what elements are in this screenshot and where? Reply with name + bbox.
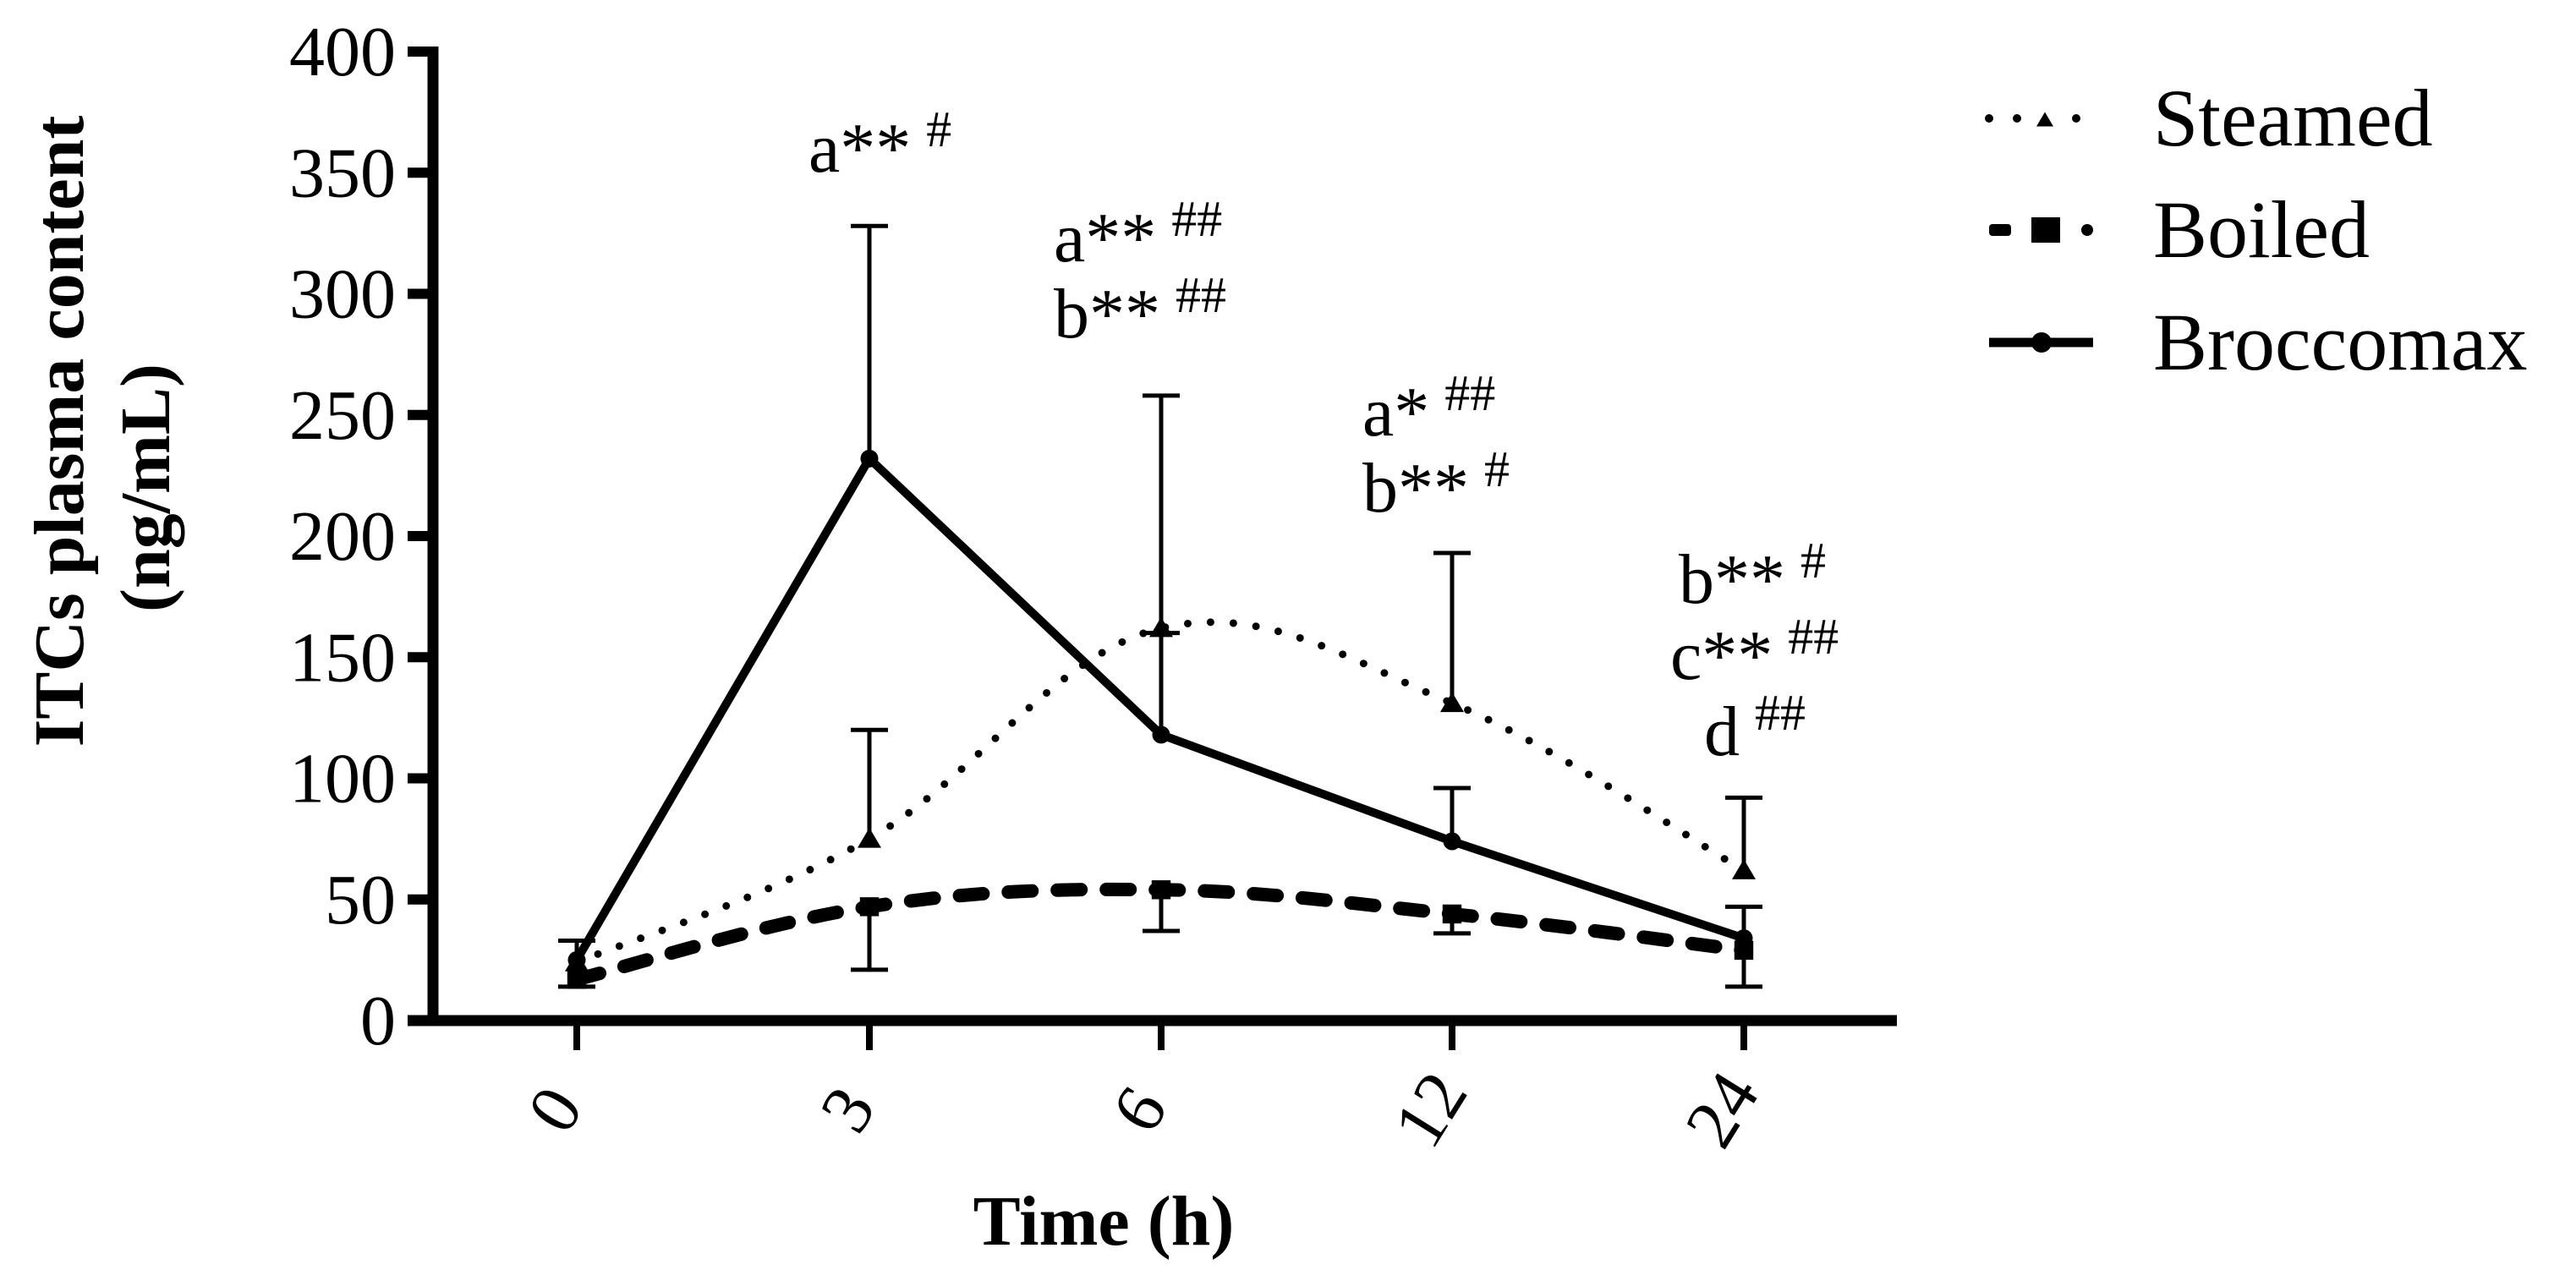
y-tick-label: 50 bbox=[325, 861, 396, 939]
dashed-line-square-icon bbox=[1989, 217, 2093, 243]
y-axis-title-line2: (ng/mL) bbox=[107, 364, 185, 612]
y-tick-label: 300 bbox=[289, 255, 396, 334]
significance-superscript: # bbox=[1484, 441, 1510, 497]
y-axis-title: ITCs plasma content (ng/mL) bbox=[20, 116, 185, 747]
significance-label: c** ## bbox=[1670, 609, 1839, 695]
y-axis: 0 50 100 150 200 250 300 350 400 bbox=[289, 13, 439, 1060]
significance-letter: c** bbox=[1670, 616, 1773, 695]
x-tick-label: 6 bbox=[1097, 1074, 1182, 1146]
legend-item-broccomax: Broccomax bbox=[1989, 297, 2528, 387]
legend-circle bbox=[2031, 332, 2052, 353]
significance-superscript: # bbox=[926, 101, 951, 157]
y-tick-label: 250 bbox=[289, 376, 396, 455]
significance-label: a* ## bbox=[1362, 365, 1495, 452]
legend-dot bbox=[2013, 114, 2021, 123]
series-boiled bbox=[558, 880, 1762, 989]
legend-label: Boiled bbox=[2153, 184, 2370, 275]
y-tick-label: 200 bbox=[289, 497, 396, 576]
legend-dot bbox=[2081, 224, 2093, 236]
y-tick-label: 0 bbox=[360, 982, 396, 1060]
circle-marker-icon bbox=[1152, 725, 1170, 744]
x-axis-title: Time (h) bbox=[973, 1182, 1235, 1261]
dotted-line-triangle-icon bbox=[1985, 112, 2080, 127]
legend-dash bbox=[1989, 224, 2011, 236]
series-broccomax bbox=[558, 223, 1762, 969]
solid-line-circle-icon bbox=[1989, 332, 2093, 353]
circle-marker-icon bbox=[567, 950, 586, 969]
legend-dot bbox=[2072, 114, 2080, 123]
significance-label: b** # bbox=[1679, 533, 1826, 619]
significance-label: b** ## bbox=[1054, 267, 1226, 353]
significance-superscript: ## bbox=[1444, 365, 1495, 421]
legend-item-boiled: Boiled bbox=[1989, 184, 2370, 275]
significance-superscript: # bbox=[1800, 533, 1826, 588]
significance-label: a** # bbox=[808, 101, 951, 188]
square-marker-icon bbox=[567, 970, 587, 989]
x-axis: 0 3 6 12 24 bbox=[408, 1015, 1897, 1161]
legend-label: Steamed bbox=[2153, 73, 2433, 163]
triangle-marker-icon bbox=[1732, 859, 1756, 879]
square-marker-icon bbox=[859, 897, 880, 917]
significance-letter: b** bbox=[1362, 449, 1469, 528]
significance-superscript: ## bbox=[1755, 685, 1806, 741]
x-tick-label: 12 bbox=[1378, 1059, 1483, 1161]
legend-item-steamed: Steamed bbox=[1985, 73, 2433, 163]
significance-letter: a* bbox=[1362, 373, 1429, 452]
significance-letter: d bbox=[1704, 693, 1740, 771]
circle-marker-icon bbox=[860, 449, 879, 468]
circle-marker-icon bbox=[1735, 929, 1753, 948]
significance-annotations: a** #a** ##b** ##a* ##b** #b** #c** ##d ## bbox=[808, 101, 1839, 771]
square-marker-icon bbox=[1151, 880, 1171, 900]
significance-superscript: ## bbox=[1788, 609, 1839, 665]
x-tick-label: 3 bbox=[805, 1074, 891, 1146]
y-tick-label: 150 bbox=[289, 618, 396, 697]
x-tick-label: 24 bbox=[1670, 1059, 1774, 1161]
significance-label: a** ## bbox=[1054, 191, 1222, 277]
significance-letter: a** bbox=[808, 109, 911, 188]
y-tick-label: 100 bbox=[289, 740, 396, 818]
triangle-marker-icon bbox=[2036, 112, 2053, 127]
significance-letter: b** bbox=[1054, 275, 1160, 353]
legend-square bbox=[2031, 217, 2060, 243]
plot-area bbox=[558, 223, 1762, 989]
legend: Steamed Boiled Broccomax bbox=[1985, 73, 2528, 387]
triangle-marker-icon bbox=[1440, 692, 1464, 713]
y-tick-label: 350 bbox=[289, 134, 396, 212]
square-marker-icon bbox=[1442, 904, 1462, 924]
significance-letter: a** bbox=[1054, 199, 1156, 277]
legend-dot bbox=[1985, 114, 1993, 123]
series-line bbox=[573, 618, 1748, 966]
significance-superscript: ## bbox=[1176, 267, 1226, 323]
significance-label: b** # bbox=[1362, 441, 1510, 528]
significance-letter: b** bbox=[1679, 540, 1785, 619]
legend-label: Broccomax bbox=[2153, 297, 2528, 387]
triangle-marker-icon bbox=[858, 827, 881, 848]
circle-marker-icon bbox=[1443, 832, 1461, 851]
y-tick-label: 400 bbox=[289, 13, 396, 91]
significance-label: d ## bbox=[1704, 685, 1806, 771]
y-axis-title-line1: ITCs plasma content bbox=[20, 116, 99, 747]
x-tick-label: 0 bbox=[512, 1074, 598, 1146]
significance-superscript: ## bbox=[1171, 191, 1222, 247]
